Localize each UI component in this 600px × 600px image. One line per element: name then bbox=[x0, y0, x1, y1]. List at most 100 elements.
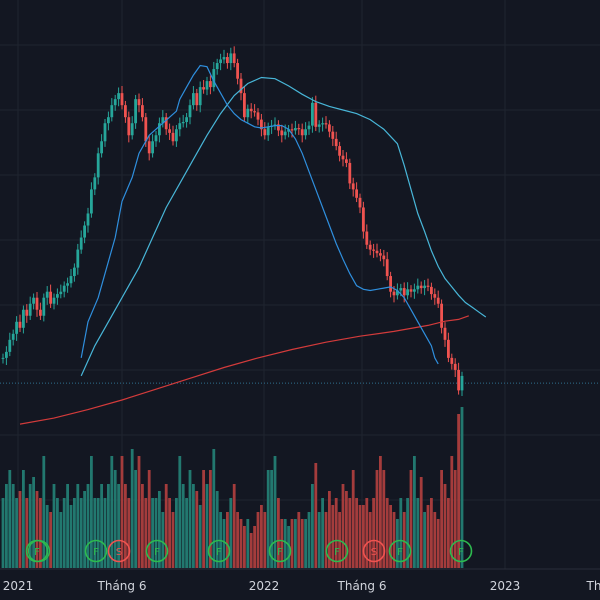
candle-body bbox=[144, 117, 148, 142]
marker-ring bbox=[449, 539, 473, 563]
volume-bar bbox=[426, 505, 430, 568]
volume-bar bbox=[263, 512, 267, 568]
candle-body bbox=[113, 99, 117, 106]
candle-body bbox=[161, 117, 165, 124]
volume-bar bbox=[307, 512, 311, 568]
candle-body bbox=[222, 57, 226, 60]
volume-bar bbox=[460, 407, 464, 568]
volume-bar bbox=[110, 456, 114, 568]
x-tick-label: 2021 bbox=[3, 579, 34, 593]
marker-f[interactable]: F bbox=[449, 539, 473, 563]
marker-label: F bbox=[154, 547, 160, 558]
candle-body bbox=[379, 253, 382, 256]
marker-f[interactable]: F bbox=[388, 539, 412, 563]
volume-bar bbox=[409, 470, 413, 568]
marker-f[interactable]: F bbox=[25, 539, 51, 563]
marker-f[interactable]: F bbox=[325, 539, 349, 563]
candle-body bbox=[311, 102, 314, 126]
candle-body bbox=[151, 141, 154, 154]
volume-bar bbox=[273, 456, 277, 568]
candle-body bbox=[73, 267, 76, 277]
volume-bar bbox=[362, 505, 365, 568]
candle-body bbox=[277, 124, 280, 131]
volume-bar bbox=[96, 498, 100, 568]
candle-body bbox=[181, 122, 185, 124]
volume-bar bbox=[270, 470, 273, 568]
candle-body bbox=[35, 297, 39, 310]
candle-body bbox=[290, 129, 294, 131]
candle-body bbox=[283, 131, 287, 136]
candle-body bbox=[18, 321, 22, 328]
volume-bar bbox=[226, 512, 229, 568]
candle-body bbox=[100, 141, 103, 154]
volume-bar bbox=[300, 519, 304, 568]
volume-bar bbox=[79, 498, 83, 568]
volume-bar bbox=[117, 484, 120, 568]
volume-bar bbox=[246, 519, 250, 568]
candle-body bbox=[396, 290, 399, 296]
marker-f[interactable]: F bbox=[207, 539, 231, 563]
candle-body bbox=[341, 155, 345, 160]
volume-bar bbox=[440, 470, 443, 568]
candle-body bbox=[226, 57, 229, 64]
marker-s[interactable]: S bbox=[362, 539, 386, 563]
candle-body bbox=[457, 369, 460, 391]
ma-long-line bbox=[19, 315, 469, 425]
volume-bar bbox=[328, 491, 331, 568]
volume-bar bbox=[253, 526, 256, 568]
marker-f[interactable]: F bbox=[268, 539, 292, 563]
volume-bar bbox=[25, 498, 29, 568]
candle-body bbox=[56, 294, 59, 298]
volume-bar bbox=[42, 456, 46, 568]
volume-bar bbox=[124, 484, 127, 568]
marker-label: S bbox=[371, 547, 377, 558]
volume-bar bbox=[396, 519, 399, 568]
volume-bar bbox=[423, 512, 426, 568]
volume-bar bbox=[368, 512, 372, 568]
candle-body bbox=[239, 78, 243, 94]
candle-body bbox=[304, 129, 307, 136]
candle-body bbox=[178, 123, 182, 130]
candle-body bbox=[334, 138, 338, 147]
candle-body bbox=[90, 189, 93, 214]
x-axis: 2021 Tháng 6 2022 Tháng 6 2023 Th bbox=[3, 579, 600, 593]
volume-bar bbox=[59, 512, 63, 568]
marker-ring bbox=[268, 539, 292, 563]
x-tick-label: Tháng 6 bbox=[337, 579, 387, 593]
volume-bar bbox=[198, 505, 202, 568]
volume-bar bbox=[317, 512, 321, 568]
volume-bar bbox=[39, 498, 42, 568]
candle-body bbox=[93, 177, 97, 190]
marker-f[interactable]: F bbox=[84, 539, 108, 563]
candle-body bbox=[426, 285, 430, 287]
volume-bar bbox=[324, 512, 328, 568]
volume-bar bbox=[202, 470, 205, 568]
volume-bar bbox=[212, 449, 216, 568]
candle-body bbox=[232, 53, 236, 64]
volume-bar bbox=[290, 519, 294, 568]
volume-bar bbox=[283, 519, 287, 568]
candle-body bbox=[447, 339, 450, 358]
volume-bar bbox=[372, 498, 375, 568]
ma-mid-line bbox=[80, 76, 487, 377]
volume-bar bbox=[185, 498, 188, 568]
volume-bar bbox=[236, 512, 239, 568]
marker-s[interactable]: S bbox=[107, 539, 131, 563]
volume-bar bbox=[379, 456, 382, 568]
volume-bar bbox=[280, 519, 284, 568]
volume-bar bbox=[144, 498, 148, 568]
volume-bar bbox=[345, 491, 348, 568]
marker-f[interactable]: F bbox=[145, 539, 169, 563]
volume-bar bbox=[69, 505, 73, 568]
volume-bar bbox=[385, 498, 389, 568]
volume-bar bbox=[457, 414, 460, 568]
x-tick-label: 2022 bbox=[249, 579, 280, 593]
candle-body bbox=[110, 105, 114, 118]
candle-body bbox=[453, 363, 457, 370]
volume-bar bbox=[436, 519, 440, 568]
candle-body bbox=[416, 285, 420, 290]
volume-bar bbox=[35, 491, 39, 568]
volume-bar bbox=[141, 484, 144, 568]
